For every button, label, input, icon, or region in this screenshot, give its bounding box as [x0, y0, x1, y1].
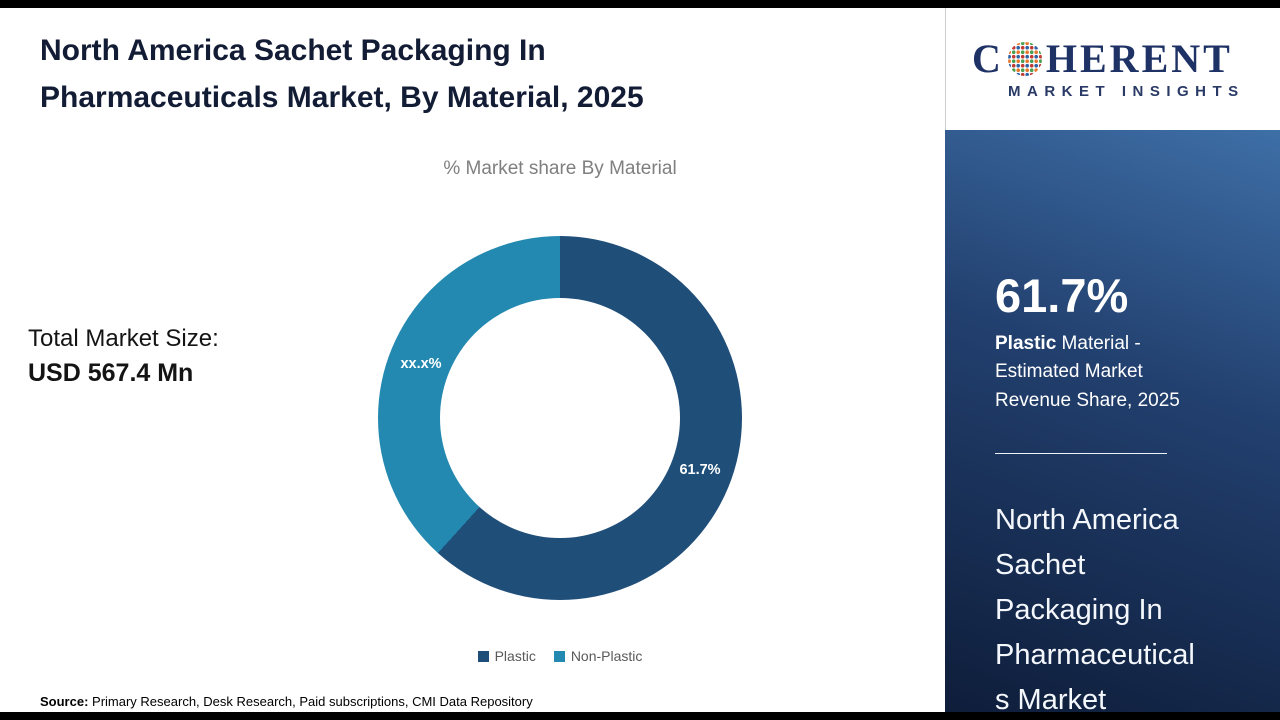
logo-letter-c: C	[972, 35, 1004, 81]
brand-wordmark: C HERENT	[972, 35, 1280, 81]
chart-legend: Plastic Non-Plastic	[330, 648, 790, 664]
stat-description: Plastic Material - Estimated Market Reve…	[995, 330, 1190, 416]
logo-letters-rest: HERENT	[1045, 35, 1233, 81]
stat-material: Plastic	[995, 332, 1057, 354]
legend-label-plastic: Plastic	[494, 648, 536, 664]
chart-subtitle: % Market share By Material	[443, 158, 677, 179]
source-note: Source: Primary Research, Desk Research,…	[40, 694, 533, 709]
market-size-block: Total Market Size: USD 567.4 Mn	[28, 325, 219, 388]
sidebar: C HERENT MARKET INSIGHTS 6	[945, 8, 1280, 712]
legend-swatch-nonplastic	[553, 650, 565, 662]
stat-divider	[995, 453, 1167, 455]
sidebar-panel: 61.7% Plastic Material - Estimated Marke…	[945, 130, 1280, 712]
main-content: North America Sachet Packaging In Pharma…	[0, 8, 945, 712]
brand-logo: C HERENT MARKET INSIGHTS	[972, 35, 1280, 100]
stat-desc-rest: Material - Estimated Market Revenue Shar…	[995, 332, 1180, 411]
legend-item-plastic: Plastic	[477, 648, 536, 664]
market-size-label: Total Market Size:	[28, 325, 219, 352]
source-text: Primary Research, Desk Research, Paid su…	[88, 694, 533, 709]
top-black-bar	[0, 0, 1280, 8]
legend-swatch-plastic	[477, 650, 489, 662]
slice-label-plastic: 61.7%	[679, 462, 721, 478]
source-label: Source:	[40, 694, 89, 709]
sidebar-header: C HERENT MARKET INSIGHTS	[945, 8, 1280, 130]
stat-value: 61.7%	[995, 269, 1129, 322]
slice-label-nonplastic: xx.x%	[400, 356, 442, 372]
donut-chart: 61.7% xx.x%	[378, 236, 742, 600]
legend-item-nonplastic: Non-Plastic	[553, 648, 643, 664]
report-title: North America Sachet Packaging In Pharma…	[40, 34, 644, 114]
market-size-value: USD 567.4 Mn	[28, 359, 194, 387]
legend-label-nonplastic: Non-Plastic	[570, 648, 643, 664]
donut-hole	[440, 298, 680, 538]
brand-tagline: MARKET INSIGHTS	[1008, 82, 1245, 100]
sidebar-report-title: North America Sachet Packaging In Pharma…	[995, 504, 1195, 712]
bottom-black-bar	[0, 712, 1280, 720]
dotted-globe-icon	[1007, 41, 1042, 76]
